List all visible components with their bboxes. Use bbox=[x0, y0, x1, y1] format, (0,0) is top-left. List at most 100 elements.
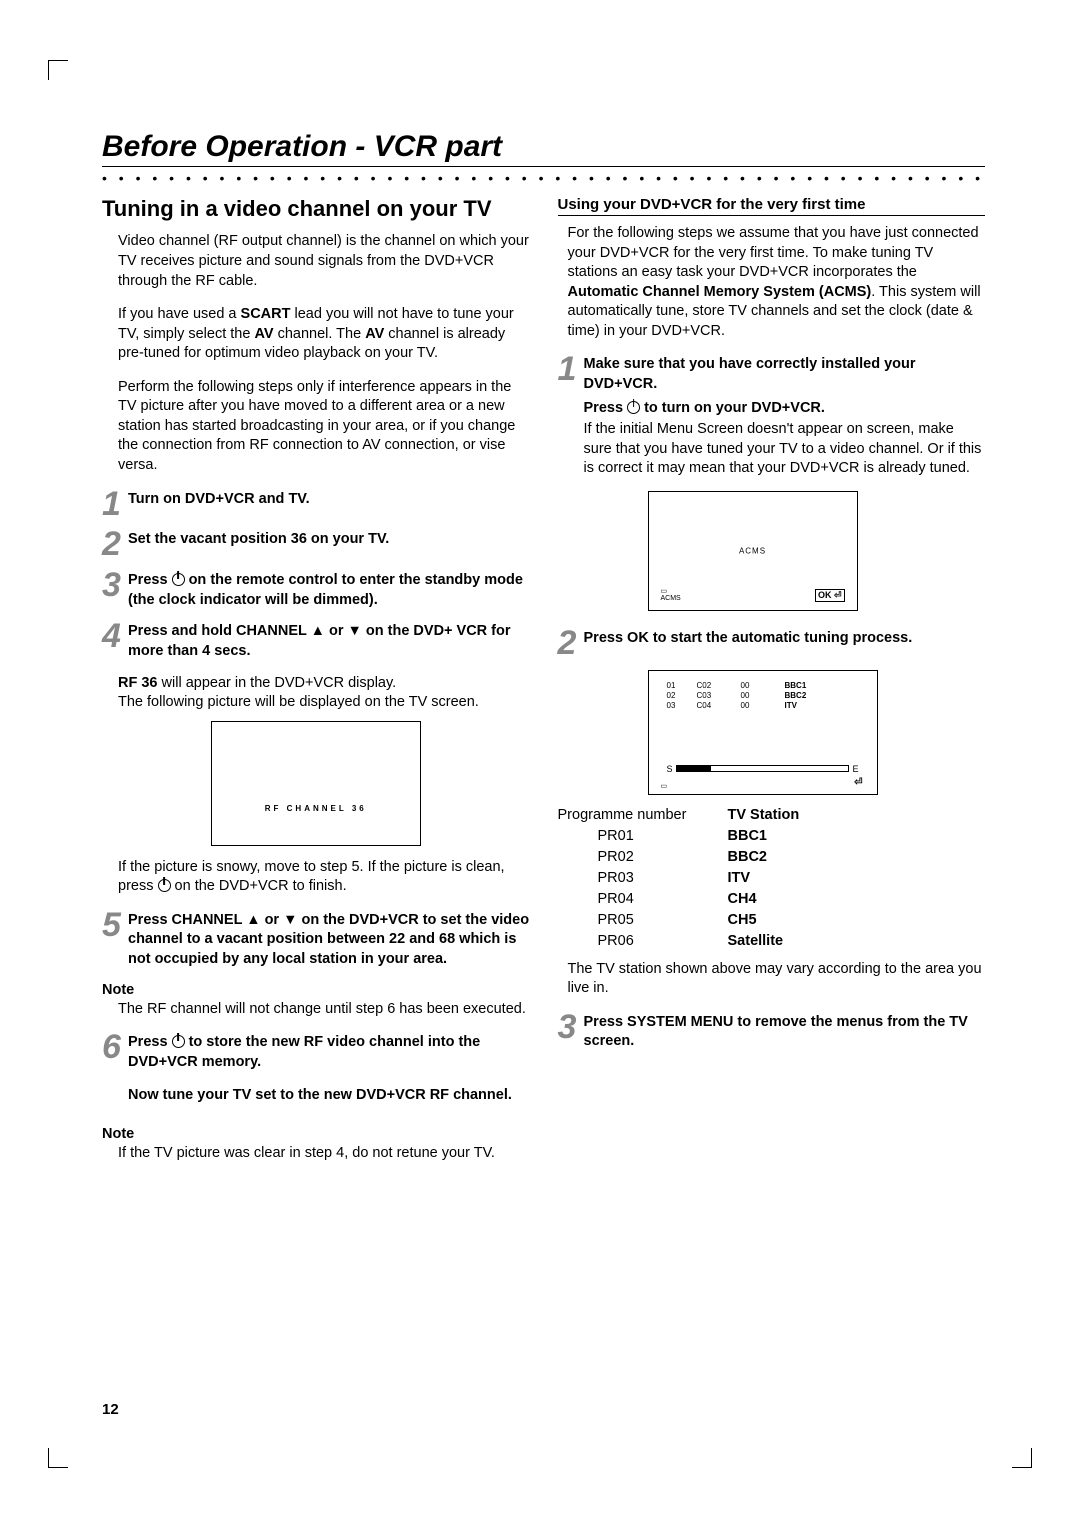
t: If you have used a bbox=[118, 306, 241, 322]
crop-mark-bl bbox=[48, 1448, 68, 1468]
av1: AV bbox=[254, 326, 273, 342]
power-icon bbox=[172, 573, 185, 586]
t: Make sure that you have correctly instal… bbox=[584, 355, 986, 394]
right-step-1: 1 Make sure that you have correctly inst… bbox=[558, 355, 986, 478]
col-prog: Programme number bbox=[558, 805, 728, 826]
crop-mark-tl bbox=[48, 60, 68, 80]
right-step-3-text: Press SYSTEM MENU to remove the menus fr… bbox=[584, 1013, 986, 1052]
rf-desc: RF 36 will appear in the DVD+VCR display… bbox=[102, 674, 530, 713]
power-icon bbox=[172, 1035, 185, 1048]
tune-row: 02C0300BBC2 bbox=[667, 691, 859, 700]
step-num: 2 bbox=[558, 629, 584, 658]
note-label-2: Note bbox=[102, 1126, 530, 1142]
dotted-rule: • • • • • • • • • • • • • • • • • • • • … bbox=[102, 170, 985, 186]
t: Press bbox=[584, 400, 628, 416]
right-step-1-text: Make sure that you have correctly instal… bbox=[584, 355, 986, 478]
t: on the remote control to enter the stand… bbox=[128, 572, 523, 608]
right-column: Using your DVD+VCR for the very first ti… bbox=[558, 196, 986, 1177]
snowy-note: If the picture is snowy, move to step 5.… bbox=[102, 858, 530, 897]
rf-screen-label: RF CHANNEL 36 bbox=[212, 804, 420, 813]
acms-screen: ACMS ▭ACMS OK ⏎ bbox=[648, 491, 858, 611]
rf-screen: RF CHANNEL 36 bbox=[211, 721, 421, 846]
tune-small-icon: ▭ bbox=[661, 783, 668, 790]
progress-bar: S E bbox=[667, 764, 859, 774]
step-num: 1 bbox=[558, 355, 584, 384]
t: will appear in the DVD+VCR display. bbox=[158, 675, 397, 691]
step-2-text: Set the vacant position 36 on your TV. bbox=[128, 530, 530, 550]
step-num: 1 bbox=[102, 490, 128, 519]
tune-enter-icon: ⏎ bbox=[854, 777, 862, 788]
step-1-text: Turn on DVD+VCR and TV. bbox=[128, 490, 530, 510]
scart: SCART bbox=[241, 306, 291, 322]
prog-row: PR03ITV bbox=[558, 868, 986, 889]
section-head: Using your DVD+VCR for the very first ti… bbox=[558, 196, 986, 216]
bar-outer bbox=[676, 765, 850, 772]
right-p1: For the following steps we assume that y… bbox=[558, 224, 986, 341]
crop-mark-br bbox=[1012, 1448, 1032, 1468]
av2: AV bbox=[365, 326, 384, 342]
left-column: Tuning in a video channel on your TV Vid… bbox=[102, 196, 530, 1177]
tune-row: 03C0400ITV bbox=[667, 701, 859, 710]
step-4: 4 Press and hold CHANNEL ▲ or ▼ on the D… bbox=[102, 622, 530, 661]
step-3: 3 Press on the remote control to enter t… bbox=[102, 571, 530, 610]
t: channel. The bbox=[274, 326, 366, 342]
step-num: 2 bbox=[102, 530, 128, 559]
col-station: TV Station bbox=[728, 805, 800, 826]
step-3-text: Press on the remote control to enter the… bbox=[128, 571, 530, 610]
power-icon bbox=[158, 879, 171, 892]
prog-row: PR06Satellite bbox=[558, 931, 986, 952]
t: Now tune your TV set to the new DVD+VCR … bbox=[128, 1087, 512, 1103]
ok-icon: OK ⏎ bbox=[815, 589, 845, 602]
rf36: RF 36 bbox=[118, 675, 158, 691]
tune-screen: 01C0200BBC102C0300BBC203C0400ITV S E ▭ ⏎ bbox=[648, 670, 878, 795]
acms-bold: Automatic Channel Memory System (ACMS) bbox=[568, 284, 872, 300]
step-1: 1 Turn on DVD+VCR and TV. bbox=[102, 490, 530, 519]
acms-label: ACMS bbox=[649, 546, 857, 555]
tune-row: 01C0200BBC1 bbox=[667, 681, 859, 690]
t: Press bbox=[128, 1034, 172, 1050]
t: The following picture will be displayed … bbox=[118, 694, 479, 710]
right-p-after: The TV station shown above may vary acco… bbox=[558, 960, 986, 999]
step-2: 2 Set the vacant position 36 on your TV. bbox=[102, 530, 530, 559]
bar-e: E bbox=[852, 764, 858, 774]
t: to turn on your DVD+VCR. bbox=[640, 400, 825, 416]
page-number: 12 bbox=[102, 1401, 119, 1418]
step-4-text: Press and hold CHANNEL ▲ or ▼ on the DVD… bbox=[128, 622, 530, 661]
step-num: 6 bbox=[102, 1033, 128, 1062]
note-label: Note bbox=[102, 982, 530, 998]
step-num: 3 bbox=[558, 1013, 584, 1042]
subtitle: Tuning in a video channel on your TV bbox=[102, 196, 530, 222]
right-step-2: 2 Press OK to start the automatic tuning… bbox=[558, 629, 986, 658]
right-step-2-text: Press OK to start the automatic tuning p… bbox=[584, 629, 986, 649]
intro-p1: Video channel (RF output channel) is the… bbox=[102, 232, 530, 291]
t: If the initial Menu Screen doesn't appea… bbox=[584, 420, 986, 479]
intro-p2: If you have used a SCART lead you will n… bbox=[102, 305, 530, 364]
bar-s: S bbox=[667, 764, 673, 774]
t: For the following steps we assume that y… bbox=[568, 225, 979, 280]
step-num: 5 bbox=[102, 911, 128, 940]
step-5-text: Press CHANNEL ▲ or ▼ on the DVD+VCR to s… bbox=[128, 911, 530, 970]
power-icon bbox=[627, 401, 640, 414]
acms-small-icon: ▭ACMS bbox=[661, 588, 681, 602]
page-title: Before Operation - VCR part bbox=[102, 130, 985, 167]
t: on the DVD+VCR to finish. bbox=[175, 878, 347, 894]
bar-fill bbox=[677, 766, 711, 771]
prog-row: PR01BBC1 bbox=[558, 826, 986, 847]
step-6: 6 Press to store the new RF video channe… bbox=[102, 1033, 530, 1106]
note-1: The RF channel will not change until ste… bbox=[102, 1000, 530, 1020]
prog-row: PR02BBC2 bbox=[558, 847, 986, 868]
step-num: 4 bbox=[102, 622, 128, 651]
step-num: 3 bbox=[102, 571, 128, 600]
right-step-3: 3 Press SYSTEM MENU to remove the menus … bbox=[558, 1013, 986, 1052]
prog-row: PR04CH4 bbox=[558, 889, 986, 910]
prog-head: Programme number TV Station bbox=[558, 805, 986, 826]
step-5: 5 Press CHANNEL ▲ or ▼ on the DVD+VCR to… bbox=[102, 911, 530, 970]
note-2: If the TV picture was clear in step 4, d… bbox=[102, 1144, 530, 1164]
columns: Tuning in a video channel on your TV Vid… bbox=[102, 196, 985, 1177]
programme-table: Programme number TV Station PR01BBC1PR02… bbox=[558, 805, 986, 952]
step-6-text: Press to store the new RF video channel … bbox=[128, 1033, 530, 1106]
t: Press bbox=[128, 572, 172, 588]
prog-row: PR05CH5 bbox=[558, 910, 986, 931]
intro-p3: Perform the following steps only if inte… bbox=[102, 378, 530, 476]
page: Before Operation - VCR part • • • • • • … bbox=[0, 0, 1080, 1237]
